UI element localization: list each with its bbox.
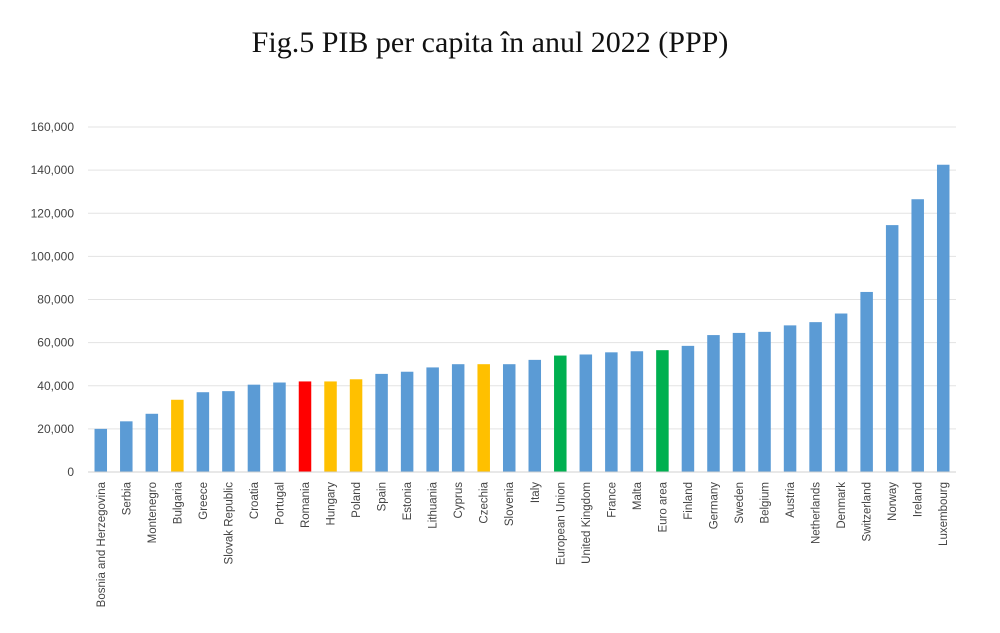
bar-bosnia-and-herzegovina	[94, 428, 108, 472]
bar-slovak-republic	[222, 391, 235, 472]
bar-ireland	[911, 199, 924, 472]
y-tick-label: 20,000	[37, 422, 74, 436]
bar-european-union	[554, 355, 567, 472]
bar-serbia	[120, 421, 133, 472]
x-tick-label: Portugal	[274, 482, 286, 525]
y-tick-label: 140,000	[31, 163, 75, 177]
x-tick-label: Poland	[351, 482, 363, 518]
x-tick-label: Malta	[632, 481, 644, 510]
x-tick-label: Bosnia and Herzegovina	[96, 481, 108, 607]
x-tick-label: Lithuania	[428, 481, 440, 528]
bar-lithuania	[426, 367, 439, 472]
bar-finland	[681, 345, 695, 472]
bar-greece	[196, 392, 210, 472]
y-tick-label: 100,000	[31, 249, 75, 263]
x-tick-label: Serbia	[121, 481, 133, 515]
x-tick-label: Germany	[708, 482, 720, 530]
x-tick-label: Euro area	[657, 481, 669, 532]
x-tick-label: Sweden	[734, 482, 746, 524]
x-tick-label: European Union	[555, 482, 567, 565]
x-tick-label: Slovenia	[504, 481, 516, 526]
bar-cyprus	[451, 364, 465, 472]
x-tick-label: Belgium	[760, 482, 772, 524]
bar-bulgaria	[171, 399, 184, 472]
x-tick-label: Austria	[785, 481, 797, 517]
x-tick-label: Hungary	[326, 482, 338, 526]
bar-germany	[707, 335, 720, 472]
bar-montenegro	[145, 413, 159, 472]
bar-france	[605, 352, 618, 472]
bar-czechia	[477, 364, 490, 472]
bar-belgium	[758, 331, 771, 472]
bar-spain	[375, 373, 388, 472]
bar-croatia	[247, 384, 261, 472]
y-tick-label: 80,000	[37, 293, 74, 307]
x-tick-label: Luxembourg	[938, 482, 950, 546]
x-tick-label: Italy	[530, 482, 542, 503]
bars	[94, 164, 950, 472]
x-tick-label: Bulgaria	[172, 481, 184, 524]
y-axis-tick-labels: 0 20,000 40,000 60,000 80,000 100,000 120,000 1…	[31, 120, 75, 479]
bar-luxembourg	[936, 164, 950, 472]
x-tick-label: Denmark	[836, 482, 848, 529]
bar-denmark	[834, 313, 848, 472]
bar-sweden	[732, 332, 746, 472]
x-tick-label: Ireland	[913, 482, 925, 517]
y-tick-label: 0	[67, 465, 74, 479]
bar-portugal	[273, 382, 286, 472]
bar-slovenia	[502, 364, 516, 472]
bar-italy	[528, 359, 542, 472]
y-tick-label: 60,000	[37, 336, 74, 350]
x-tick-label: Spain	[377, 482, 389, 511]
x-tick-label: United Kingdom	[581, 482, 593, 564]
x-tick-label: Greece	[198, 482, 210, 520]
bar-estonia	[400, 371, 414, 472]
bar-austria	[783, 325, 797, 472]
x-tick-label: Cyprus	[453, 482, 465, 519]
bar-switzerland	[860, 291, 873, 472]
chart-title: Fig.5 PIB per capita în anul 2022 (PPP)	[251, 26, 729, 59]
x-tick-label: Croatia	[249, 481, 261, 519]
x-tick-label: Estonia	[402, 481, 414, 520]
gridlines	[88, 126, 956, 430]
x-tick-label: Finland	[683, 482, 695, 520]
x-tick-label: Montenegro	[147, 482, 159, 543]
x-tick-label: Romania	[300, 481, 312, 528]
x-axis-tick-labels: Bosnia and Herzegovina Serbia Montenegro Bu…	[96, 481, 950, 607]
x-tick-label: Slovak Republic	[223, 482, 235, 565]
x-tick-label: France	[606, 482, 618, 518]
bar-netherlands	[809, 322, 822, 472]
bar-romania	[298, 381, 312, 472]
bar-united-kingdom	[579, 354, 593, 472]
x-tick-label: Norway	[887, 482, 899, 521]
y-tick-label: 120,000	[31, 206, 75, 220]
bar-poland	[349, 379, 363, 472]
y-tick-label: 40,000	[37, 379, 74, 393]
bar-euro-area	[656, 350, 669, 472]
x-tick-label: Czechia	[479, 481, 491, 523]
bar-norway	[885, 225, 899, 472]
bar-hungary	[324, 381, 337, 472]
bar-malta	[630, 351, 644, 472]
x-tick-label: Switzerland	[862, 482, 874, 541]
x-tick-label: Netherlands	[811, 482, 823, 544]
y-tick-label: 160,000	[31, 120, 75, 134]
